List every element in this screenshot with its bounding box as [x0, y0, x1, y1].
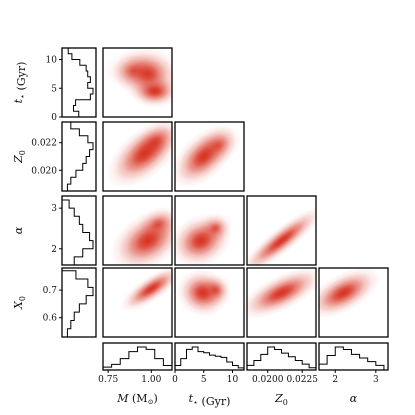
x-tick-label: 3	[373, 375, 379, 385]
x-axis-label-Z0: Z0	[274, 392, 288, 407]
panel-frame	[246, 267, 317, 338]
x-tick-label: 2	[332, 375, 338, 385]
density-blob	[267, 283, 296, 302]
x-tick-label: 0.75	[98, 375, 118, 385]
hist-bottom-frame-M	[102, 342, 173, 371]
y-tick-label: 3	[51, 204, 57, 214]
x-tick-label: 5	[201, 375, 207, 385]
hist-bottom-M	[102, 346, 173, 370]
hist-left-t	[62, 47, 94, 118]
x-axis-label-M: M (M⊙)	[116, 392, 158, 406]
hist-left-frame-alpha	[61, 195, 97, 266]
x-tick-label: 10	[227, 375, 239, 385]
y-tick-label: 0.6	[43, 314, 58, 324]
y-tick-label: 5	[51, 84, 57, 94]
panel-frame	[174, 267, 245, 338]
density-panel-X0-vs-Z0	[247, 268, 316, 319]
density-panel-X0-vs-alpha	[319, 268, 381, 319]
density-blob	[150, 218, 166, 231]
hist-bottom-frame-Z0	[246, 342, 317, 371]
y-tick-label: 2	[51, 245, 57, 255]
hist-bottom-t	[174, 346, 245, 370]
y-axis-label-X0: X0	[12, 296, 27, 310]
hist-left-frame-X0	[61, 267, 97, 338]
y-axis-label-t: t⋆ (Gyr)	[12, 62, 28, 104]
hist-left-Z0	[62, 121, 94, 192]
y-axis-label-Z0: Z0	[12, 150, 27, 164]
hist-left-frame-t	[61, 47, 97, 118]
x-tick-label: 0.0200	[252, 375, 284, 385]
panel-frame	[102, 267, 173, 338]
hist-bottom-frame-alpha	[318, 342, 389, 371]
hist-bottom-frame-t	[174, 342, 245, 371]
panel-frame	[102, 47, 173, 118]
panel-frame	[102, 195, 173, 266]
x-axis-label-t: t⋆ (Gyr)	[189, 392, 231, 408]
density-panel-t-vs-M	[105, 48, 172, 108]
panel-frame	[318, 267, 389, 338]
density-panel-alpha-vs-M	[110, 206, 172, 265]
density-panel-alpha-vs-Z0	[247, 205, 316, 265]
density-panel-Z0-vs-t	[175, 124, 242, 189]
panel-frame	[102, 121, 173, 192]
hist-left-alpha	[62, 199, 94, 266]
panel-frame	[174, 195, 245, 266]
density-panel-Z0-vs-M	[106, 122, 172, 189]
density-blob	[210, 138, 227, 153]
density-blob	[267, 228, 296, 253]
y-axis-label-alpha: α	[12, 226, 25, 234]
hist-bottom-Z0	[246, 346, 317, 370]
x-tick-label: 0	[172, 375, 178, 385]
density-blob	[330, 284, 356, 302]
density-panel-X0-vs-t	[176, 268, 233, 317]
density-blob	[124, 63, 144, 79]
density-blob	[209, 284, 222, 296]
hist-left-X0	[62, 270, 94, 338]
hist-left-frame-Z0	[61, 121, 97, 192]
density-panel-X0-vs-M	[120, 268, 172, 312]
hist-bottom-alpha	[318, 346, 385, 370]
panel-frame	[174, 121, 245, 192]
density-blob	[146, 135, 163, 150]
density-panel-alpha-vs-t	[175, 212, 233, 265]
y-tick-label: 0.020	[31, 166, 57, 176]
x-tick-label: 0.0225	[286, 375, 318, 385]
density-blob	[209, 222, 222, 234]
density-blob	[146, 85, 164, 97]
panel-frame	[246, 195, 317, 266]
y-tick-label: 0.7	[43, 286, 58, 296]
y-tick-label: 0	[51, 113, 57, 123]
density-blob	[140, 280, 162, 297]
y-tick-label: 0.022	[31, 139, 57, 149]
y-tick-label: 10	[46, 56, 58, 66]
x-axis-label-alpha: α	[350, 392, 358, 405]
x-tick-label: 1.00	[141, 375, 161, 385]
